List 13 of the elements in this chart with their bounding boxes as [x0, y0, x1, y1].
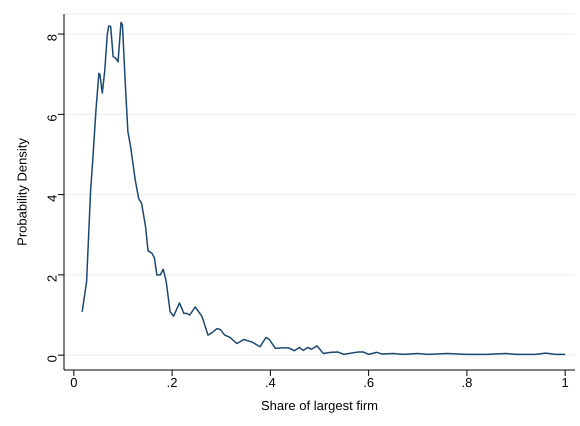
x-tick-label: .2	[166, 375, 178, 390]
y-axis-title: Probability Density	[14, 138, 30, 246]
y-tick-label: 6	[44, 114, 60, 122]
x-tick-label: 0	[70, 375, 78, 390]
y-tick-label: 8	[44, 34, 60, 42]
x-tick-label: .4	[264, 375, 276, 390]
x-axis-title: Share of largest firm	[260, 398, 378, 413]
y-tick-label: 0	[44, 355, 60, 362]
x-tick-label: .6	[363, 375, 374, 390]
x-tick-label: 1	[562, 375, 569, 390]
y-tick-label: 4	[44, 194, 60, 202]
x-tick-label: .8	[461, 375, 472, 390]
y-tick-label: 2	[44, 274, 60, 282]
